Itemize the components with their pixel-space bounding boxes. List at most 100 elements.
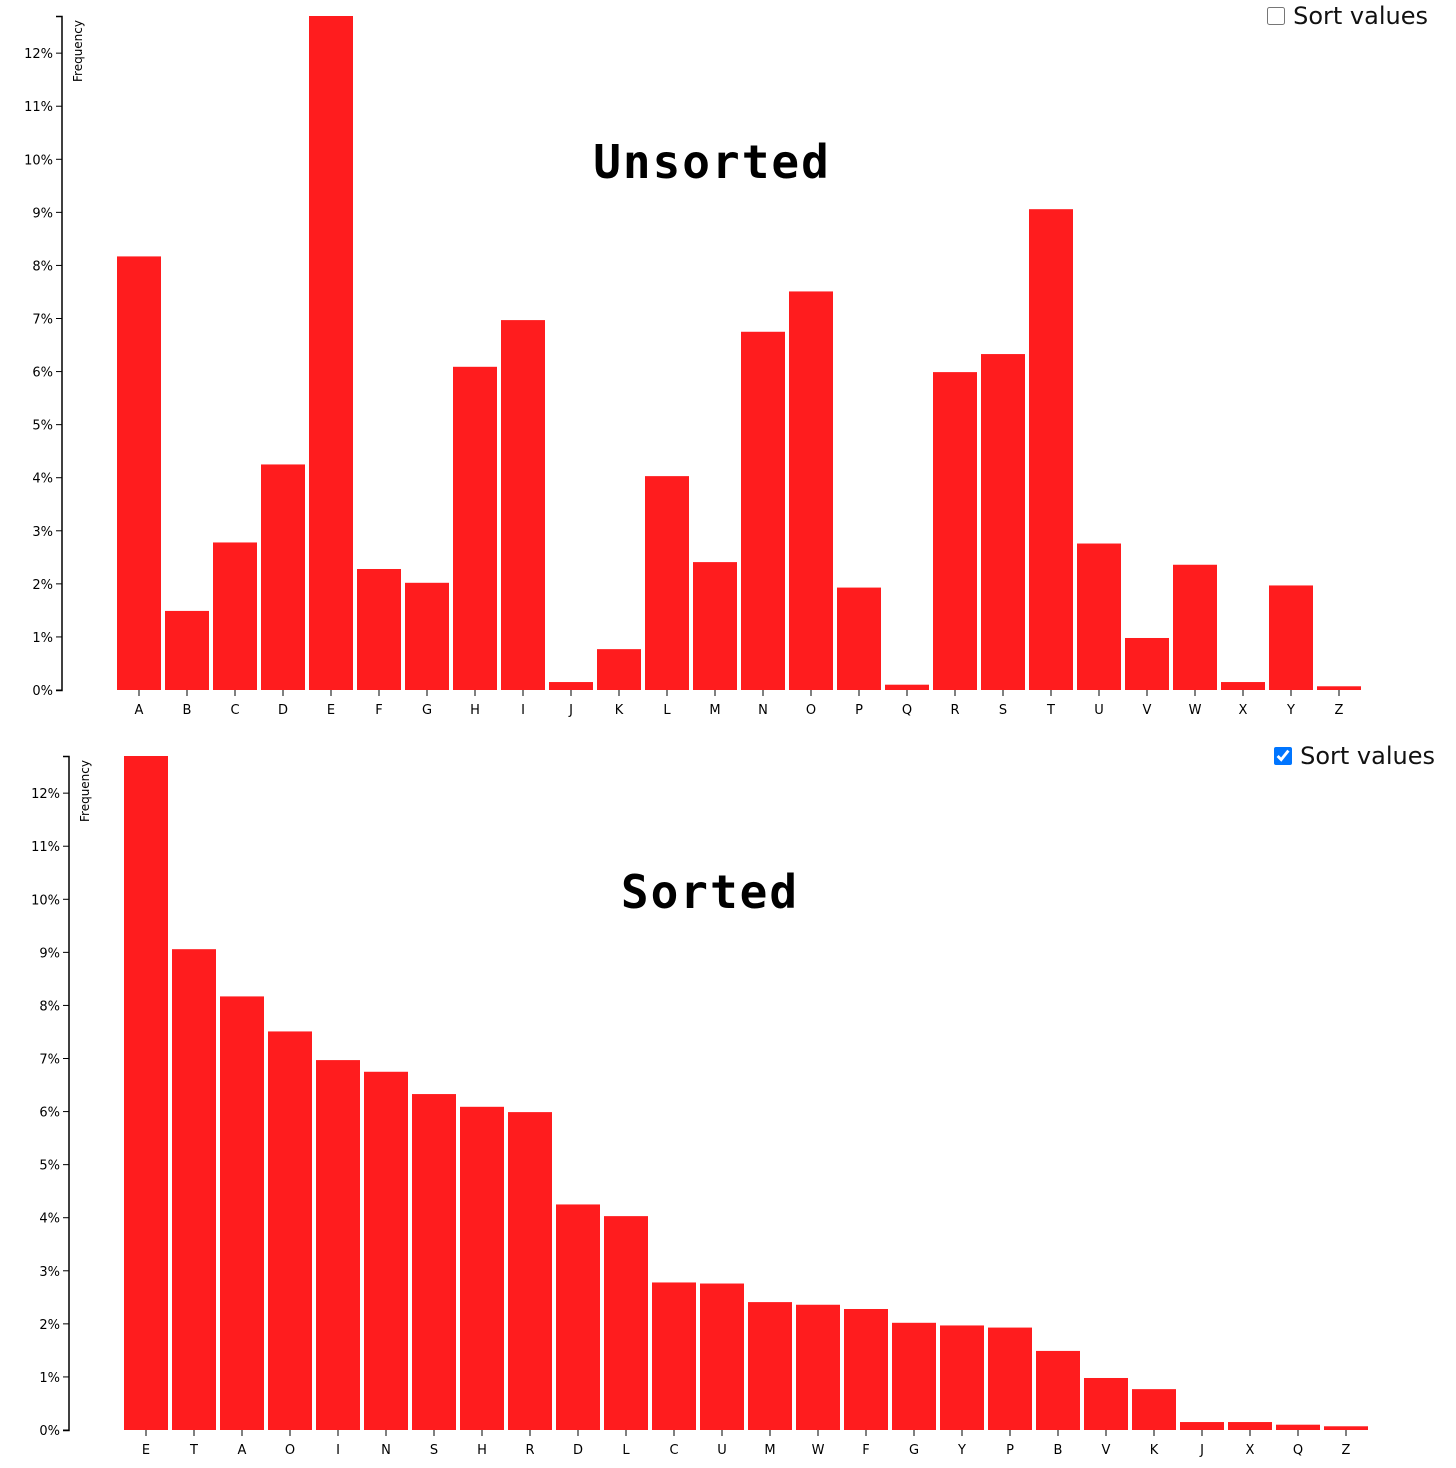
y-tick-label: 11%	[31, 840, 60, 855]
bar-B	[1036, 1350, 1080, 1430]
y-tick-label: 5%	[32, 419, 53, 434]
bar-V	[1084, 1377, 1128, 1430]
y-tick-label: 12%	[31, 787, 60, 802]
bar-L	[604, 1216, 648, 1430]
y-tick-label: 6%	[32, 366, 53, 381]
y-tick-label: 1%	[39, 1371, 60, 1386]
y-tick-label: 10%	[24, 153, 53, 168]
bar-F	[844, 1308, 888, 1430]
x-tick-label: B	[183, 703, 192, 718]
bar-G	[892, 1322, 936, 1430]
x-tick-label: M	[709, 703, 720, 718]
x-tick-label: C	[230, 703, 239, 718]
x-tick-label: N	[758, 703, 768, 718]
bar-Y	[1269, 585, 1313, 690]
x-tick-label: Y	[957, 1443, 966, 1458]
x-tick-label: J	[568, 703, 573, 718]
x-tick-label: R	[950, 703, 959, 718]
sort-values-label: Sort values	[1293, 2, 1428, 30]
x-tick-label: H	[470, 703, 480, 718]
chart-title: Unsorted	[593, 135, 831, 189]
x-tick-label: I	[521, 703, 525, 718]
unsorted-chart-panel: Unsorted A B C D E F G H I J K L M N O P Q R S T U V W X Y Z 0% 1% 2%…	[0, 0, 1456, 732]
bar-H	[460, 1106, 504, 1430]
bar-K	[1132, 1389, 1176, 1430]
bar-V	[1125, 637, 1169, 690]
y-tick-label: 8%	[32, 259, 53, 274]
y-tick-label: 12%	[24, 47, 53, 62]
x-tick-label: Z	[1342, 1443, 1351, 1458]
x-tick-label: L	[663, 703, 671, 718]
bar-N	[364, 1071, 408, 1430]
x-tick-label: G	[909, 1443, 919, 1458]
y-tick-label: 3%	[32, 525, 53, 540]
bar-Y	[940, 1325, 984, 1430]
bar-S	[981, 354, 1025, 690]
x-tick-label: T	[189, 1443, 198, 1458]
y-tick-label: 5%	[39, 1159, 60, 1174]
sort-values-toggle[interactable]: Sort values	[1267, 2, 1428, 30]
bar-K	[597, 649, 641, 690]
bar-S	[412, 1094, 456, 1430]
y-tick-label: 10%	[31, 893, 60, 908]
y-tick-label: 6%	[39, 1106, 60, 1121]
x-tick-label: S	[999, 703, 1007, 718]
bar-J	[549, 682, 593, 690]
x-tick-label: Q	[1293, 1443, 1303, 1458]
y-axis-label: Frequency	[71, 20, 85, 82]
x-tick-label: G	[422, 703, 432, 718]
x-tick-label: F	[862, 1443, 869, 1458]
x-tick-label: W	[812, 1443, 825, 1458]
x-tick-label: F	[375, 703, 382, 718]
x-tick-label: P	[855, 703, 863, 718]
bar-R	[933, 372, 977, 690]
bar-T	[172, 949, 216, 1430]
sort-values-label: Sort values	[1300, 742, 1435, 770]
sort-values-checkbox[interactable]	[1274, 747, 1293, 765]
x-tick-label: B	[1054, 1443, 1063, 1458]
chart-title: Sorted	[621, 865, 799, 919]
x-tick-label: Q	[902, 703, 912, 718]
bar-U	[1077, 543, 1121, 690]
y-axis-line	[56, 15, 63, 692]
bar-Q	[885, 684, 929, 690]
x-tick-label: K	[1150, 1443, 1159, 1458]
y-tick-label: 7%	[32, 313, 53, 328]
bar-M	[748, 1302, 792, 1430]
bar-E	[309, 16, 353, 690]
bar-I	[316, 1060, 360, 1430]
y-tick-label: 4%	[32, 472, 53, 487]
x-tick-label: D	[573, 1443, 583, 1458]
x-tick-label: M	[764, 1443, 775, 1458]
bar-J	[1180, 1422, 1224, 1430]
x-tick-label: T	[1046, 703, 1055, 718]
y-axis-line	[63, 755, 70, 1432]
y-tick-label: 8%	[39, 999, 60, 1014]
x-tick-label: I	[336, 1443, 340, 1458]
bar-O	[789, 291, 833, 690]
x-tick-label: L	[622, 1443, 630, 1458]
bar-I	[501, 320, 545, 690]
y-tick-label: 1%	[32, 631, 53, 646]
x-tick-label: O	[806, 703, 816, 718]
x-tick-label: R	[525, 1443, 534, 1458]
x-tick-label: P	[1006, 1443, 1014, 1458]
x-tick-label: H	[477, 1443, 487, 1458]
bar-P	[837, 587, 881, 690]
sort-values-toggle[interactable]: Sort values	[1274, 742, 1435, 770]
bar-G	[405, 582, 449, 690]
bar-T	[1029, 209, 1073, 690]
bar-N	[741, 331, 785, 690]
x-tick-label: D	[278, 703, 288, 718]
y-tick-label: 9%	[32, 206, 53, 221]
y-tick-label: 0%	[32, 684, 53, 699]
y-tick-label: 9%	[39, 946, 60, 961]
bar-Q	[1276, 1424, 1320, 1430]
bar-B	[165, 610, 209, 690]
y-tick-label: 3%	[39, 1265, 60, 1280]
bar-D	[261, 464, 305, 690]
x-tick-label: Z	[1335, 703, 1344, 718]
sort-values-checkbox[interactable]	[1267, 7, 1286, 25]
bar-F	[357, 568, 401, 690]
bar-Z	[1317, 686, 1361, 690]
